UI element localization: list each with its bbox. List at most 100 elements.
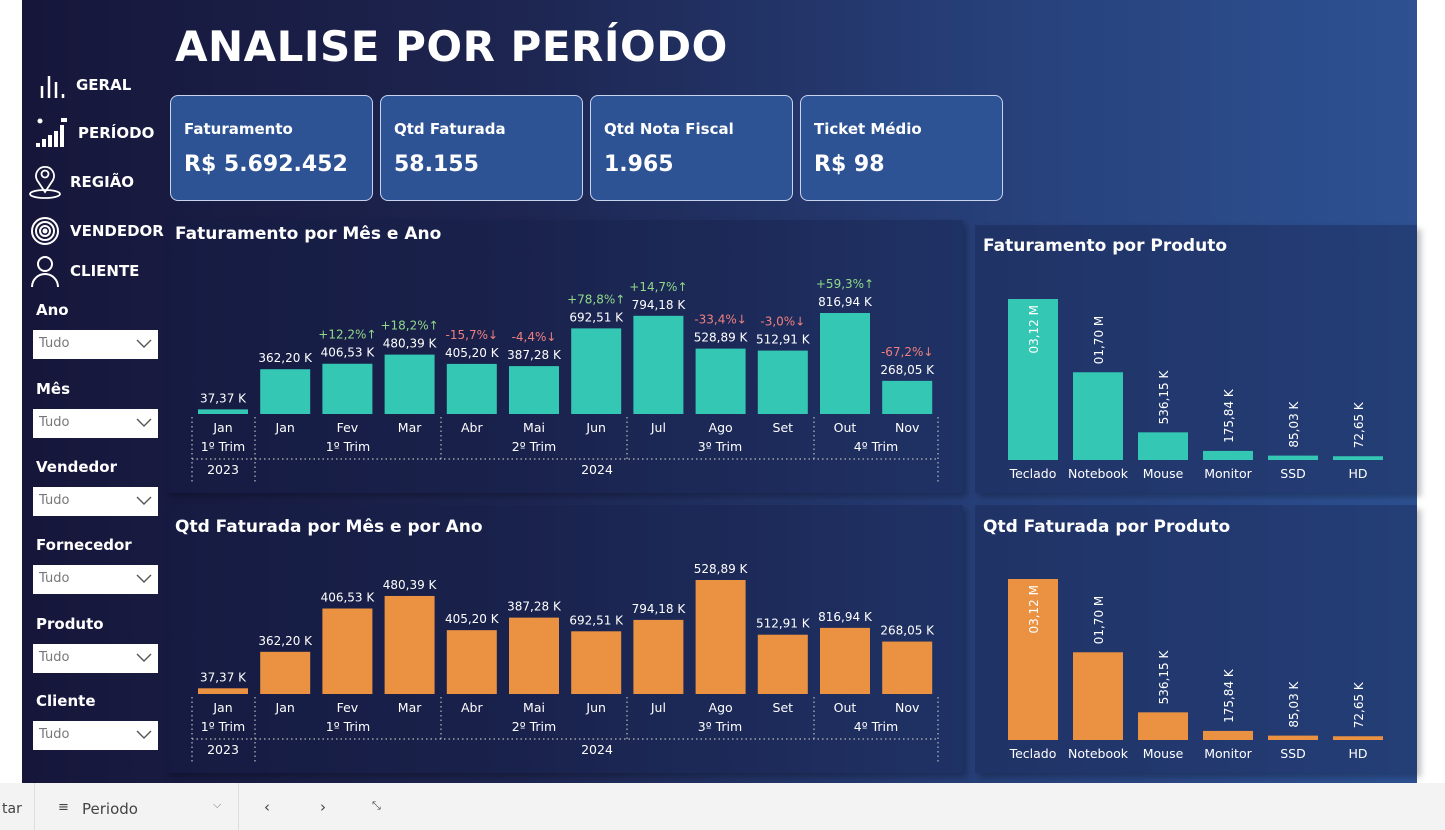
chart-title: Qtd Faturada por Mês e por Ano xyxy=(175,517,483,537)
bar xyxy=(1138,712,1188,740)
x-tick-label: Mar xyxy=(398,700,422,715)
change-label: -33,4%↓ xyxy=(694,313,747,327)
data-label: 387,28 K xyxy=(507,348,562,362)
bar xyxy=(1333,456,1383,460)
change-label: -15,7%↓ xyxy=(446,328,499,342)
change-label: -3,0%↓ xyxy=(760,315,805,329)
data-label: 01,70 M xyxy=(1092,316,1106,365)
data-label: 528,89 K xyxy=(694,331,749,345)
x-tick-label: Fev xyxy=(337,420,359,435)
slicer-label: Cliente xyxy=(36,692,96,710)
slicer-dropdown[interactable]: Tudo xyxy=(33,409,158,438)
bar xyxy=(1203,730,1253,740)
data-label: 268,05 K xyxy=(880,624,935,638)
kpi-title: Ticket Médio xyxy=(814,120,922,138)
slicer-dropdown[interactable]: Tudo xyxy=(33,644,158,673)
nav-vendedor[interactable]: VENDEDOR xyxy=(28,214,164,248)
bar-chart-icon xyxy=(40,76,65,98)
x-tick-label: Mouse xyxy=(1143,746,1184,761)
data-label: 794,18 K xyxy=(632,602,687,616)
data-label: 405,20 K xyxy=(445,346,500,360)
x-tick-label: Ago xyxy=(709,420,733,435)
x-tick-label: Monitor xyxy=(1204,466,1252,481)
bar xyxy=(1008,299,1058,460)
bar xyxy=(198,688,248,694)
x-tick-label: Ago xyxy=(709,700,733,715)
bar xyxy=(260,369,311,414)
bar xyxy=(322,363,373,414)
nav-label: CLIENTE xyxy=(70,262,140,280)
bar xyxy=(1268,735,1318,740)
data-label: 362,20 K xyxy=(258,351,313,365)
quarter-label: 2º Trim xyxy=(512,719,556,734)
next-page-button[interactable]: › xyxy=(320,798,326,816)
quarter-label: 1º Trim xyxy=(201,439,245,454)
data-label: 37,37 K xyxy=(200,391,247,405)
slicer-dropdown[interactable]: Tudo xyxy=(33,565,158,594)
data-label: 387,28 K xyxy=(507,600,562,614)
nav-geral[interactable]: GERAL xyxy=(38,70,131,100)
bar xyxy=(198,409,248,414)
bar xyxy=(882,380,933,414)
kpi-card: Faturamento R$ 5.692.452 xyxy=(170,95,373,201)
quarter-label: 1º Trim xyxy=(326,439,370,454)
x-tick-label: Jan xyxy=(275,700,295,715)
data-label: 85,03 K xyxy=(1287,680,1301,727)
bar xyxy=(1203,450,1253,460)
data-label: 01,70 M xyxy=(1092,596,1106,645)
nav-regiao[interactable]: REGIÃO xyxy=(28,164,134,200)
data-label: 37,37 K xyxy=(200,670,247,684)
x-tick-label: Nov xyxy=(895,700,920,715)
bar xyxy=(757,350,808,414)
nav-label: PERÍODO xyxy=(78,124,155,142)
kpi-value: 58.155 xyxy=(394,152,479,177)
x-tick-label: Out xyxy=(834,420,857,435)
data-label: 692,51 K xyxy=(569,613,624,627)
slicer-label: Fornecedor xyxy=(36,536,132,554)
charts-layer: 37,37 K Jan 362,20 K Jan 406,53 K +12,2%↑ Fev 4… xyxy=(191,277,1383,762)
x-tick-label: Teclado xyxy=(1009,466,1057,481)
nav-label: GERAL xyxy=(76,76,132,94)
exit-fullscreen-icon[interactable]: ⤡ xyxy=(372,799,381,812)
bar xyxy=(820,313,870,414)
x-tick-label: HD xyxy=(1348,466,1367,481)
nav-periodo[interactable]: PERÍODO xyxy=(34,117,154,149)
bar xyxy=(509,366,559,414)
x-tick-label: Fev xyxy=(337,700,359,715)
quarter-label: 4º Trim xyxy=(854,719,898,734)
bar xyxy=(384,354,435,414)
slicer-dropdown[interactable]: Tudo xyxy=(33,721,158,750)
chart-title: Faturamento por Mês e Ano xyxy=(175,224,442,244)
page-selector[interactable]: ≡ Periodo ⌵ xyxy=(50,791,230,823)
data-label: 816,94 K xyxy=(818,295,873,309)
slicer-dropdown[interactable]: Tudo xyxy=(33,330,158,359)
kpi-title: Qtd Faturada xyxy=(394,120,506,138)
kpi-value: R$ 98 xyxy=(814,152,885,177)
page-title: ANALISE POR PERÍODO xyxy=(175,22,728,71)
data-label: 512,91 K xyxy=(756,617,811,631)
nav-label: VENDEDOR xyxy=(70,222,164,240)
previous-page-button[interactable]: ‹ xyxy=(264,798,270,816)
quarter-label: 1º Trim xyxy=(326,719,370,734)
x-tick-label: Set xyxy=(773,700,794,715)
nav-cliente[interactable]: CLIENTE xyxy=(28,254,139,288)
bar xyxy=(509,617,559,694)
slicer-label: Ano xyxy=(36,301,69,319)
target-icon xyxy=(31,217,59,245)
data-label: 72,65 K xyxy=(1352,401,1366,448)
chevron-down-icon xyxy=(136,496,152,505)
data-label: 794,18 K xyxy=(632,298,687,312)
bar xyxy=(571,631,622,694)
change-label: -4,4%↓ xyxy=(512,330,557,344)
data-label: 72,65 K xyxy=(1352,681,1366,728)
data-label: 480,39 K xyxy=(383,578,438,592)
quarter-label: 4º Trim xyxy=(854,439,898,454)
slicer-dropdown[interactable]: Tudo xyxy=(33,487,158,516)
x-tick-label: Mai xyxy=(523,420,545,435)
chart-title: Qtd Faturada por Produto xyxy=(983,517,1231,537)
bar xyxy=(1073,652,1123,740)
change-label: +78,8%↑ xyxy=(567,292,625,306)
kpi-value: 1.965 xyxy=(604,152,674,177)
year-label: 2024 xyxy=(581,742,613,757)
data-label: 85,03 K xyxy=(1287,400,1301,447)
